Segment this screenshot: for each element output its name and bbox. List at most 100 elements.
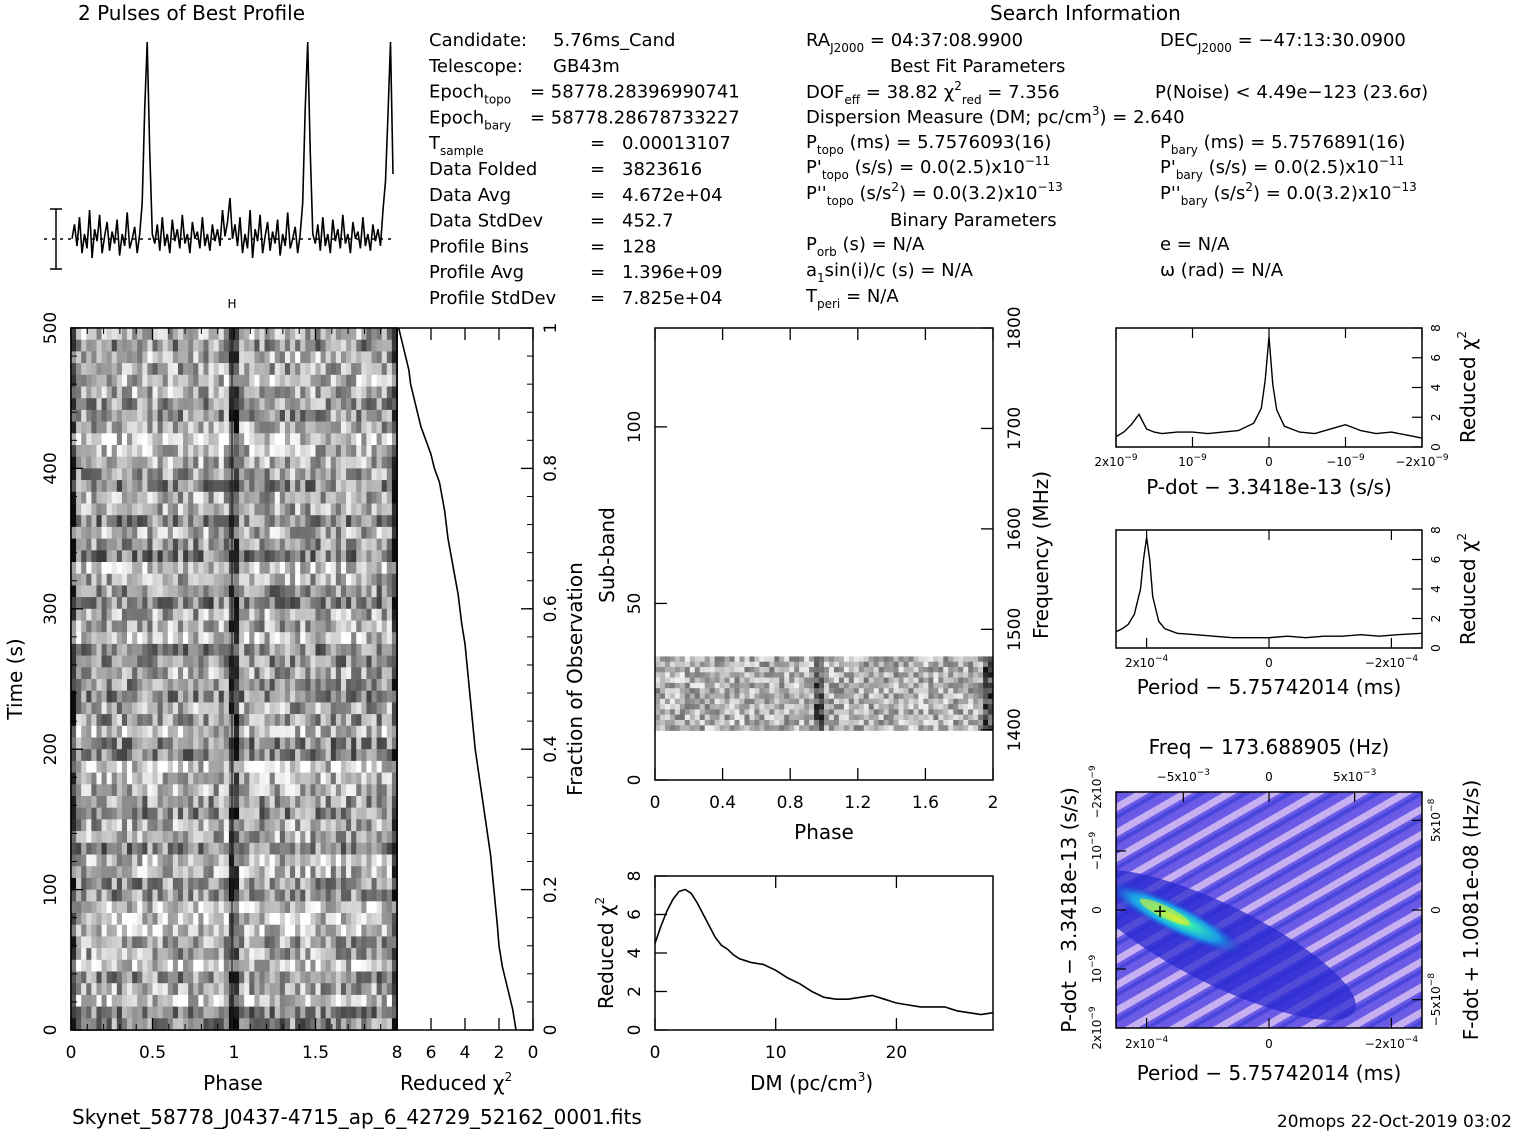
- pdot-chi-axes: 2x10−9 10−9 0 −10−9 −2x10−9 0 2 4 6 8: [1094, 324, 1449, 469]
- pbary-label: Pbary (ms) = 5.7576891(16): [1160, 132, 1405, 157]
- tick-label: 1600: [1005, 507, 1025, 550]
- tick-label: 200: [41, 733, 61, 765]
- tick-label: 500: [41, 312, 61, 344]
- tick-label: −10−9: [1326, 453, 1365, 469]
- period-chi-curve: [1115, 537, 1423, 639]
- tick-label: 0: [625, 775, 645, 786]
- tick-label: 0: [625, 1025, 645, 1036]
- tick-label: 6: [1429, 556, 1443, 564]
- dm-axes: 0 10 20 0 2 4 6 8: [625, 871, 907, 1063]
- tick-label: 1: [541, 323, 561, 334]
- fraction-chi-frame: [396, 327, 534, 1031]
- period-chi-xlabel: Period − 5.75742014 (ms): [1137, 675, 1402, 699]
- tick-label: 20: [886, 1043, 908, 1063]
- pdot-chi-panel: 2x10−9 10−9 0 −10−9 −2x10−9 0 2 4 6 8 P-dot − 3.3…: [1094, 324, 1480, 499]
- tick-label: 1500: [1005, 608, 1025, 651]
- fdot-ylabel: F-dot + 1.0081e-08 (Hz/s): [1459, 780, 1483, 1041]
- info-value: 7.825e+04: [622, 288, 723, 309]
- pdot-chi-ylabel: Reduced χ2: [1455, 331, 1480, 443]
- tick-label: 1.5: [302, 1043, 329, 1063]
- footer-filename: Skynet_58778_J0437-4715_ap_6_42729_52162…: [72, 1105, 642, 1129]
- pdot-chi-curve: [1115, 336, 1423, 439]
- tick-label: 0: [41, 1025, 61, 1036]
- info-value: GB43m: [553, 56, 620, 77]
- dm-panel: 0 10 20 0 2 4 6 8 DM (pc/cm3) Reduced χ2: [593, 871, 994, 1095]
- tick-label: 8: [1429, 526, 1443, 534]
- tick-label: 2: [1429, 615, 1443, 623]
- best-fit-title: Best Fit Parameters: [890, 56, 1065, 77]
- tick-label: 50: [625, 593, 645, 615]
- tick-label: −2x10−4: [1365, 654, 1419, 670]
- tick-label: 0: [1429, 644, 1443, 652]
- info-eq: =: [590, 288, 605, 309]
- time-phase-image: [71, 328, 398, 1031]
- pdot-period-image: [1116, 792, 1422, 1028]
- profile-curve: [71, 41, 394, 259]
- tick-label: 0.4: [709, 793, 736, 813]
- subband-panel: 0 0.4 0.8 1.2 1.6 2 0 50 100 1400 1500 1600 1700 1800…: [595, 306, 1053, 844]
- tick-label: −5x10−8: [1427, 973, 1443, 1027]
- dec-label: DECJ2000 = −47:13:30.0900: [1160, 30, 1406, 55]
- tick-label: 0.5: [139, 1043, 166, 1063]
- info-row: Data Folded: [429, 159, 537, 180]
- info-row: Epochtopo: [429, 82, 511, 107]
- pdot-period-xlabel: Period − 5.75742014 (ms): [1137, 1061, 1402, 1085]
- info-row: Telescope:: [428, 56, 523, 77]
- info-value: 0.00013107: [622, 133, 731, 154]
- pddtopo-label: P''topo (s/s2) = 0.0(3.2)x10−13: [806, 180, 1063, 208]
- tick-label: −10−9: [1088, 831, 1104, 870]
- dm-xlabel: DM (pc/cm3): [750, 1070, 873, 1095]
- subband-ylabel: Sub-band: [595, 507, 619, 603]
- info-value: 4.672e+04: [622, 185, 723, 206]
- tick-label: 2x10−4: [1125, 1035, 1169, 1051]
- subband-xlabel: Phase: [794, 820, 854, 844]
- tick-label: 10−9: [1088, 954, 1104, 983]
- tick-label: 8: [625, 871, 645, 882]
- tick-label: −2x10−4: [1365, 1035, 1419, 1051]
- pddbary-label: P''bary (s/s2) = 0.0(3.2)x10−13: [1160, 180, 1417, 208]
- tick-label: 6: [1429, 354, 1443, 362]
- tick-label: 1: [229, 1043, 240, 1063]
- tick-label: 0.8: [541, 455, 561, 482]
- porb-label: Porb (s) = N/A: [806, 234, 925, 259]
- period-chi-frame: [1115, 529, 1423, 649]
- tick-label: 6: [426, 1043, 437, 1063]
- info-row: Data Avg: [429, 185, 511, 206]
- info-value: 3823616: [622, 159, 702, 180]
- tick-label: 0.6: [541, 595, 561, 622]
- pdot-period-panel: + 2x10−4 0 −2x10−4 −5x10−3 0 5x10−3 2x10−9 10−9…: [1057, 735, 1483, 1085]
- tick-label: 300: [41, 593, 61, 625]
- info-left-block: Candidate: 5.76ms_Cand Telescope: GB43m Epoc…: [428, 30, 740, 309]
- ecc-label: e = N/A: [1160, 234, 1230, 255]
- info-value: 452.7: [622, 211, 674, 232]
- dm-curve: [654, 888, 994, 1016]
- info-row: Epochbary: [429, 107, 511, 132]
- ptopo-label: Ptopo (ms) = 5.7576093(16): [806, 132, 1051, 157]
- period-chi-ylabel: Reduced χ2: [1455, 533, 1480, 645]
- info-eq: =: [590, 185, 605, 206]
- dm-ylabel: Reduced χ2: [593, 897, 618, 1009]
- tperi-label: Tperi = N/A: [805, 286, 899, 311]
- frequency-ylabel: Frequency (MHz): [1029, 471, 1053, 639]
- tick-label: 4: [460, 1043, 471, 1063]
- tick-label: 2: [494, 1043, 505, 1063]
- tick-label: 1800: [1005, 306, 1025, 349]
- tick-label: 10: [765, 1043, 787, 1063]
- tick-label: 0: [1429, 906, 1443, 914]
- dm-label: Dispersion Measure (DM; pc/cm3) = 2.640: [806, 104, 1185, 128]
- tick-label: 8: [392, 1043, 403, 1063]
- tick-label: 0.4: [541, 736, 561, 763]
- profile-panel: [44, 41, 395, 270]
- info-eq: =: [590, 236, 605, 257]
- pdbary-label: P'bary (s/s) = 0.0(2.5)x10−11: [1160, 154, 1404, 182]
- freq-title: Freq − 173.688905 (Hz): [1149, 735, 1390, 759]
- omega-label: ω (rad) = N/A: [1160, 260, 1284, 281]
- pulse-marker: H: [227, 297, 236, 311]
- tick-label: 0: [1090, 906, 1104, 914]
- tick-label: −5x10−3: [1157, 768, 1210, 784]
- tick-label: −2x10−9: [1088, 765, 1104, 819]
- tick-label: 1.6: [912, 793, 939, 813]
- ra-label: RAJ2000 = 04:37:08.9900: [806, 30, 1023, 55]
- tick-label: 0.8: [777, 793, 804, 813]
